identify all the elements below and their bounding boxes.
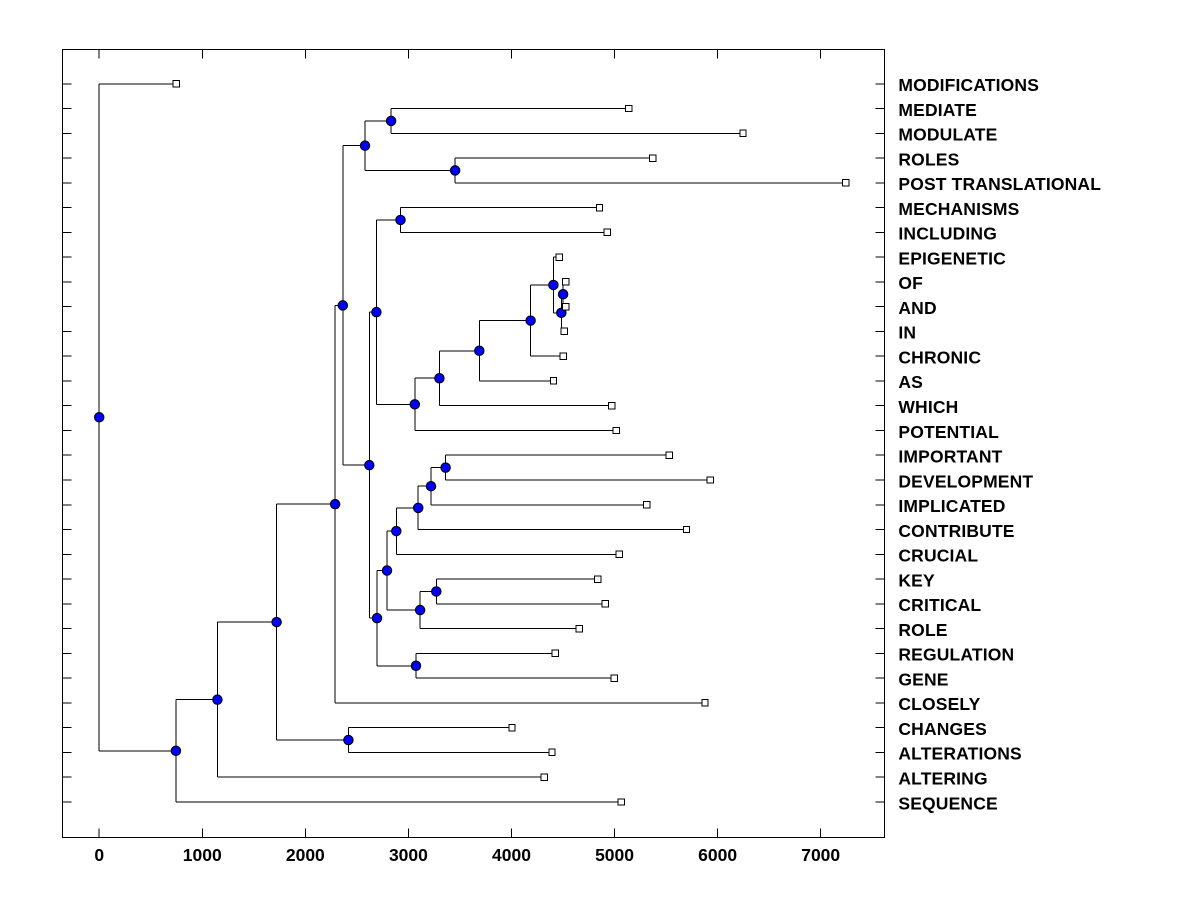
svg-text:5000: 5000	[595, 845, 634, 865]
svg-text:ROLE: ROLE	[898, 620, 947, 640]
svg-text:KEY: KEY	[898, 570, 935, 590]
svg-text:AND: AND	[898, 298, 936, 318]
svg-text:3000: 3000	[389, 845, 428, 865]
svg-text:CLOSELY: CLOSELY	[898, 694, 980, 714]
svg-text:MODULATE: MODULATE	[898, 125, 997, 145]
svg-text:CHRONIC: CHRONIC	[898, 347, 981, 367]
svg-text:SEQUENCE: SEQUENCE	[898, 793, 997, 813]
svg-text:EPIGENETIC: EPIGENETIC	[898, 248, 1006, 268]
svg-text:DEVELOPMENT: DEVELOPMENT	[898, 471, 1033, 491]
svg-text:CRUCIAL: CRUCIAL	[898, 546, 978, 566]
svg-text:0: 0	[94, 845, 104, 865]
svg-text:6000: 6000	[698, 845, 737, 865]
svg-text:OF: OF	[898, 273, 923, 293]
svg-text:1000: 1000	[183, 845, 222, 865]
svg-text:7000: 7000	[801, 845, 840, 865]
svg-text:IMPLICATED: IMPLICATED	[898, 496, 1005, 516]
svg-text:MECHANISMS: MECHANISMS	[898, 199, 1019, 219]
svg-text:2000: 2000	[286, 845, 325, 865]
svg-text:CRITICAL: CRITICAL	[898, 595, 981, 615]
svg-text:4000: 4000	[492, 845, 531, 865]
svg-text:CHANGES: CHANGES	[898, 719, 987, 739]
svg-text:ALTERATIONS: ALTERATIONS	[898, 744, 1022, 764]
svg-text:GENE: GENE	[898, 669, 948, 689]
svg-text:IN: IN	[898, 323, 916, 343]
svg-text:INCLUDING: INCLUDING	[898, 224, 997, 244]
svg-text:MEDIATE: MEDIATE	[898, 100, 977, 120]
svg-text:MODIFICATIONS: MODIFICATIONS	[898, 75, 1039, 95]
svg-text:ALTERING: ALTERING	[898, 769, 987, 789]
svg-text:IMPORTANT: IMPORTANT	[898, 447, 1002, 467]
svg-text:POTENTIAL: POTENTIAL	[898, 422, 999, 442]
svg-text:POST TRANSLATIONAL: POST TRANSLATIONAL	[898, 174, 1101, 194]
svg-text:ROLES: ROLES	[898, 149, 959, 169]
svg-text:REGULATION: REGULATION	[898, 645, 1014, 665]
svg-text:WHICH: WHICH	[898, 397, 958, 417]
svg-text:AS: AS	[898, 372, 923, 392]
svg-text:CONTRIBUTE: CONTRIBUTE	[898, 521, 1014, 541]
